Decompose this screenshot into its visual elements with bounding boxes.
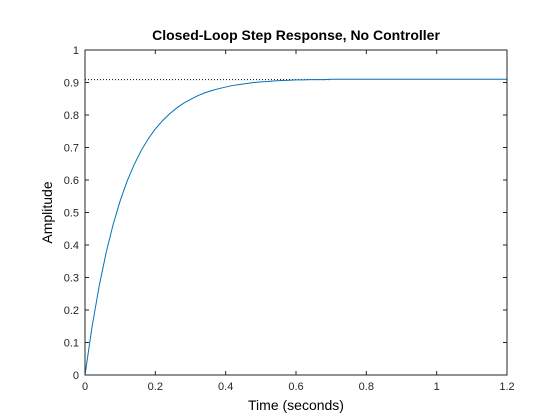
x-tick-label: 0.2 — [148, 381, 163, 393]
y-tick-label: 1 — [73, 45, 79, 57]
y-tick-label: 0.9 — [64, 78, 79, 90]
x-axis-title: Time (seconds) — [248, 397, 344, 413]
x-tick-label: 0.6 — [288, 381, 303, 393]
y-tick-labels: 0 0.1 0.2 0.3 0.4 0.5 0.6 0.7 0.8 0.9 1 — [64, 45, 79, 382]
x-tick-labels: 0 0.2 0.4 0.6 0.8 1 1.2 — [82, 381, 515, 393]
y-tick-label: 0.7 — [64, 143, 79, 155]
y-tick-label: 0.3 — [64, 273, 79, 285]
y-tick-label: 0 — [73, 370, 79, 382]
y-tick-label: 0.5 — [64, 208, 79, 220]
y-tick-label: 0.6 — [64, 175, 79, 187]
x-tick-label: 0.8 — [359, 381, 374, 393]
y-tick-label: 0.4 — [64, 240, 79, 252]
chart-title: Closed-Loop Step Response, No Controller — [152, 27, 440, 43]
y-tick-label: 0.2 — [64, 305, 79, 317]
x-tick-label: 1.2 — [499, 381, 514, 393]
y-axis-title: Amplitude — [39, 181, 55, 243]
step-response-line — [84, 78, 507, 376]
series-group — [84, 78, 507, 376]
y-tick-label: 0.8 — [64, 110, 79, 122]
x-tick-label: 0.4 — [218, 381, 233, 393]
x-tick-label: 0 — [82, 381, 88, 393]
plot-area — [85, 50, 507, 375]
plot-frame — [84, 49, 508, 376]
y-tick-label: 0.1 — [64, 338, 79, 350]
x-tick-label: 1 — [434, 381, 440, 393]
